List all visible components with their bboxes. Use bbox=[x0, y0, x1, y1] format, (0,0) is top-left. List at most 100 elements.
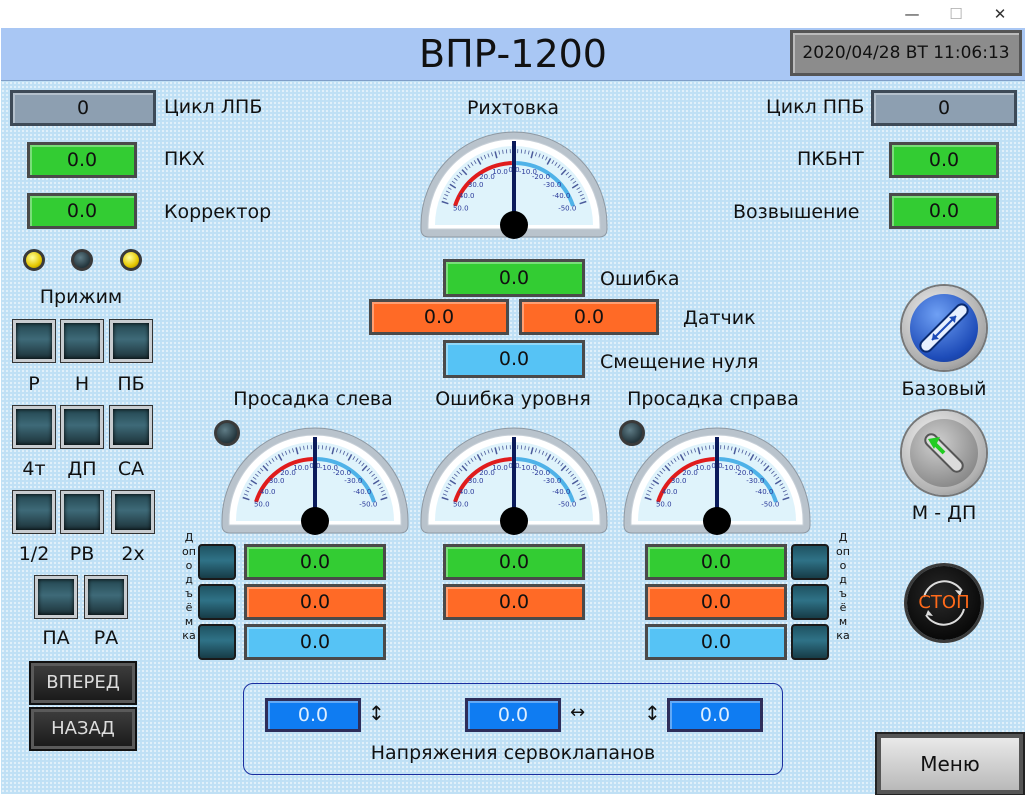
maximize-button[interactable]: ☐ bbox=[934, 3, 978, 25]
clock-display: 2020/04/28 ВТ 11:06:13 bbox=[790, 30, 1022, 76]
right-green-value: 0.0 bbox=[645, 544, 787, 580]
mode-label-ra: РА bbox=[85, 627, 127, 649]
corrector-label: Корректор bbox=[164, 201, 271, 223]
rikhtovka-gauge: 50.040.030.020.010.00.0-10.0-20.0-30.0-4… bbox=[415, 121, 613, 245]
left-additional-lift-label: Доподъёмка bbox=[182, 531, 196, 643]
mode-button-r[interactable] bbox=[13, 320, 55, 362]
left-green-value: 0.0 bbox=[244, 544, 386, 580]
mode-label-pb: ПБ bbox=[110, 373, 152, 395]
main-panel: 0 Цикл ЛПБ Цикл ППБ 0 0.0 ПКХ 0.0 Коррек… bbox=[1, 81, 1025, 794]
servo-voltage-box: 0.0 ↕ 0.0 ↔ ↕ 0.0 Напряжения сервоклапан… bbox=[243, 683, 783, 775]
mode-button-pb[interactable] bbox=[110, 320, 152, 362]
pkh-label: ПКХ bbox=[164, 148, 205, 170]
menu-button[interactable]: Меню bbox=[877, 734, 1023, 794]
left-lift-button-1[interactable] bbox=[198, 544, 236, 580]
mode-label-pa: ПА bbox=[35, 627, 77, 649]
base-label: Базовый bbox=[884, 378, 1004, 400]
svg-text:10.0: 10.0 bbox=[492, 464, 508, 472]
servo-vertical-arrow-icon-2: ↕ bbox=[644, 701, 661, 725]
right-orange-value: 0.0 bbox=[645, 584, 787, 620]
mode-button-dp[interactable] bbox=[61, 406, 103, 448]
zero-offset-label: Смещение нуля bbox=[600, 351, 759, 373]
svg-text:-30.0: -30.0 bbox=[543, 477, 561, 485]
svg-text:-20.0: -20.0 bbox=[333, 469, 351, 477]
level-error-gauge: 50.040.030.020.010.00.0-10.0-20.0-30.0-4… bbox=[415, 417, 613, 541]
cycle-ppb-value: 0 bbox=[871, 90, 1017, 126]
m-dp-switch[interactable] bbox=[902, 411, 986, 495]
zero-offset-value: 0.0 bbox=[443, 340, 585, 378]
mode-button-sa[interactable] bbox=[110, 406, 152, 448]
clamp-label: Прижим bbox=[21, 286, 141, 308]
switch-knob-icon bbox=[914, 423, 974, 483]
servo-voltage-3: 0.0 bbox=[667, 698, 763, 732]
svg-text:-40.0: -40.0 bbox=[552, 488, 570, 496]
mode-button-n[interactable] bbox=[61, 320, 103, 362]
right-additional-lift-label: Доподъёмка bbox=[836, 531, 850, 643]
svg-text:-20.0: -20.0 bbox=[532, 469, 550, 477]
elevation-label: Возвышение bbox=[733, 201, 860, 223]
level-orange-value: 0.0 bbox=[443, 584, 585, 620]
stop-button[interactable]: СТОП bbox=[907, 566, 981, 640]
mode-label-2x: 2х bbox=[112, 543, 154, 565]
svg-text:-40.0: -40.0 bbox=[755, 488, 773, 496]
right-lift-button-2[interactable] bbox=[791, 584, 829, 620]
mode-label-dp: ДП bbox=[61, 458, 103, 480]
forward-button[interactable]: ВПЕРЕД bbox=[31, 663, 135, 703]
left-lift-button-3[interactable] bbox=[198, 624, 236, 660]
minimize-button[interactable]: — bbox=[890, 3, 934, 25]
svg-text:40.0: 40.0 bbox=[459, 488, 475, 496]
pkh-value: 0.0 bbox=[27, 142, 137, 178]
level-error-label: Ошибка уровня bbox=[413, 388, 613, 410]
mode-button-rv[interactable] bbox=[61, 491, 103, 533]
mode-label-rv: РВ bbox=[61, 543, 103, 565]
level-green-value: 0.0 bbox=[443, 544, 585, 580]
mode-button-half[interactable] bbox=[13, 491, 55, 533]
right-lift-button-1[interactable] bbox=[791, 544, 829, 580]
base-switch[interactable] bbox=[902, 286, 986, 370]
cycle-ppb-label: Цикл ППБ bbox=[766, 96, 864, 118]
svg-text:30.0: 30.0 bbox=[671, 477, 687, 485]
back-button[interactable]: НАЗАД bbox=[31, 709, 135, 749]
svg-text:-20.0: -20.0 bbox=[735, 469, 753, 477]
mode-label-r: Р bbox=[13, 373, 55, 395]
svg-text:50.0: 50.0 bbox=[254, 501, 270, 509]
svg-text:-40.0: -40.0 bbox=[353, 488, 371, 496]
sensor-value-1: 0.0 bbox=[369, 299, 509, 335]
svg-text:-50.0: -50.0 bbox=[558, 205, 576, 213]
window-titlebar: — ☐ ✕ bbox=[0, 0, 1026, 28]
left-lift-button-2[interactable] bbox=[198, 584, 236, 620]
close-button[interactable]: ✕ bbox=[978, 3, 1022, 25]
mode-label-half: 1/2 bbox=[13, 543, 55, 565]
svg-text:50.0: 50.0 bbox=[453, 205, 469, 213]
right-lift-button-3[interactable] bbox=[791, 624, 829, 660]
corrector-value: 0.0 bbox=[27, 193, 137, 229]
svg-text:40.0: 40.0 bbox=[459, 192, 475, 200]
sensor-label: Датчик bbox=[683, 307, 756, 329]
svg-text:-50.0: -50.0 bbox=[558, 501, 576, 509]
clamp-led-3 bbox=[120, 249, 142, 271]
mode-button-4t[interactable] bbox=[13, 406, 55, 448]
svg-text:40.0: 40.0 bbox=[260, 488, 276, 496]
stop-label: СТОП bbox=[907, 566, 981, 640]
svg-text:-50.0: -50.0 bbox=[359, 501, 377, 509]
rikhtovka-label: Рихтовка bbox=[413, 97, 613, 119]
svg-text:-50.0: -50.0 bbox=[761, 501, 779, 509]
mode-button-pa[interactable] bbox=[35, 576, 77, 618]
svg-text:30.0: 30.0 bbox=[468, 477, 484, 485]
sag-left-gauge: 50.040.030.020.010.00.0-10.0-20.0-30.0-4… bbox=[216, 417, 414, 541]
mode-button-ra[interactable] bbox=[85, 576, 127, 618]
pkbnt-label: ПКБНТ bbox=[797, 148, 864, 170]
switch-arrows-icon bbox=[919, 303, 969, 353]
svg-text:-40.0: -40.0 bbox=[552, 192, 570, 200]
left-orange-value: 0.0 bbox=[244, 584, 386, 620]
right-cyan-value: 0.0 bbox=[645, 624, 787, 660]
sag-right-gauge: 50.040.030.020.010.00.0-10.0-20.0-30.0-4… bbox=[618, 417, 816, 541]
pkbnt-value: 0.0 bbox=[889, 142, 999, 178]
svg-text:10.0: 10.0 bbox=[293, 464, 309, 472]
svg-text:30.0: 30.0 bbox=[468, 181, 484, 189]
error-label: Ошибка bbox=[600, 268, 680, 290]
svg-text:-30.0: -30.0 bbox=[344, 477, 362, 485]
mode-button-2x[interactable] bbox=[112, 491, 154, 533]
sensor-value-2: 0.0 bbox=[519, 299, 659, 335]
clamp-led-2 bbox=[71, 249, 93, 271]
